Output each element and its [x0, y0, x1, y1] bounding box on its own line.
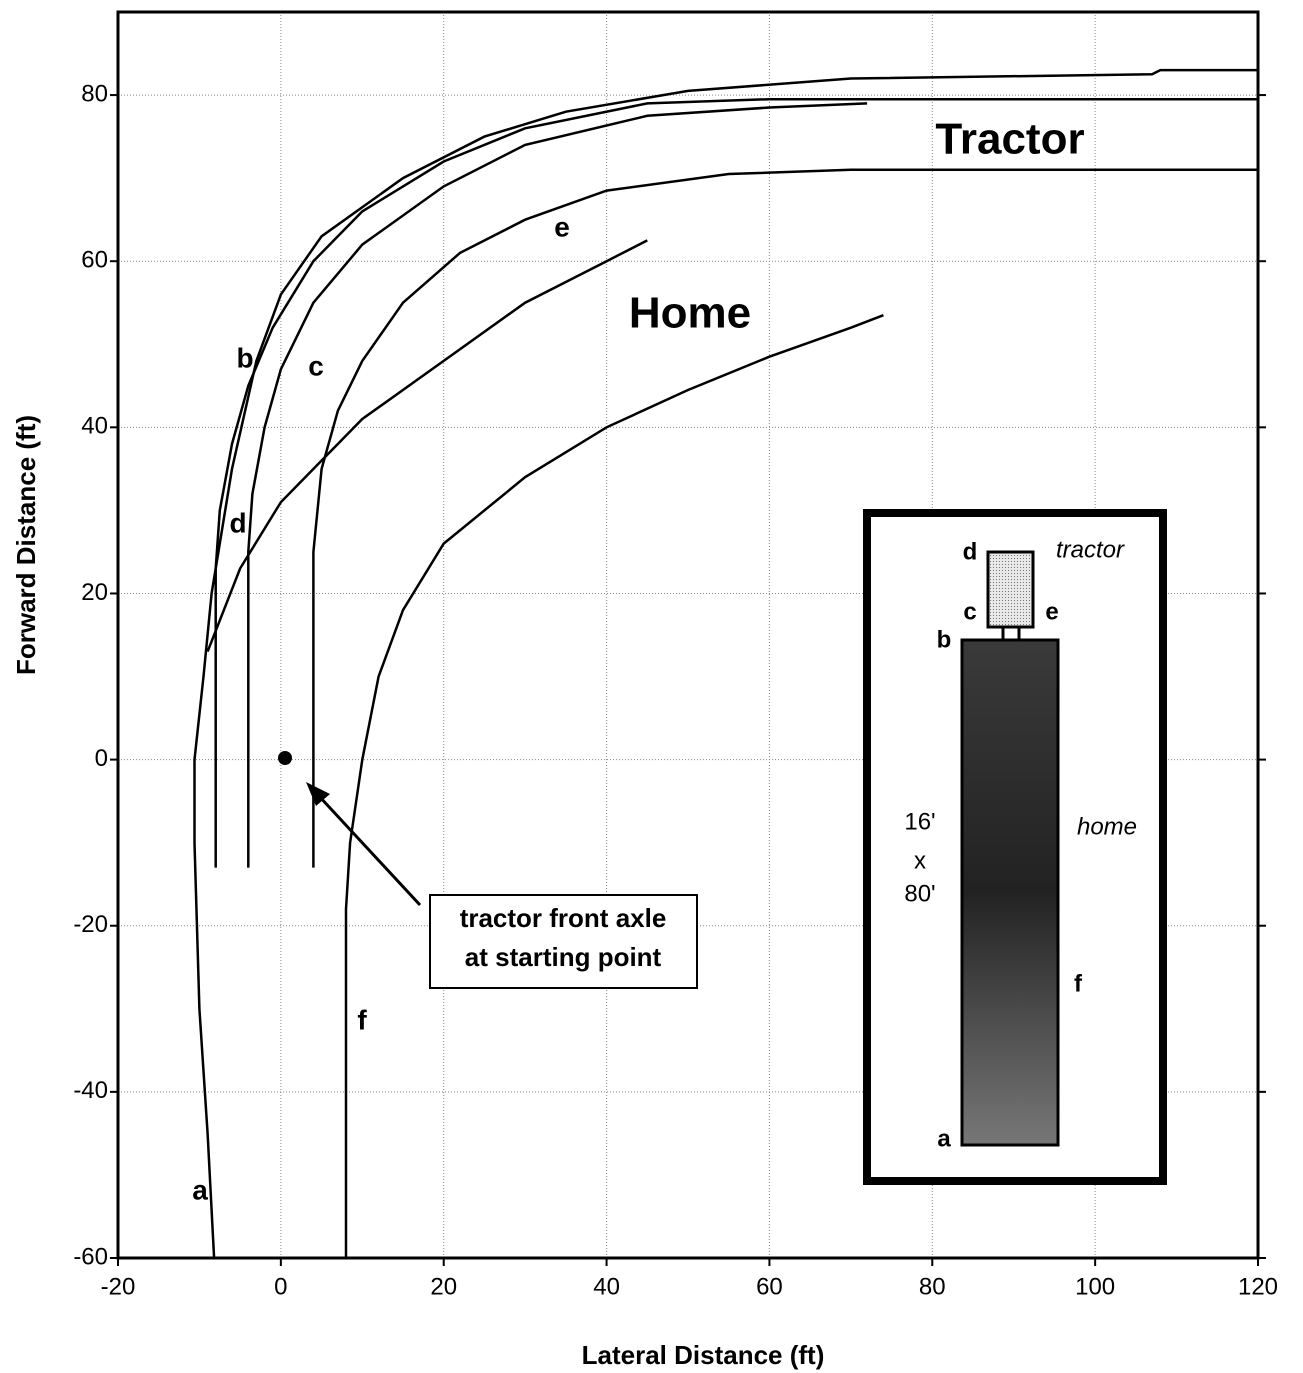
- curve-label: d: [229, 507, 246, 538]
- inset-label: e: [1045, 598, 1058, 625]
- x-tick-label: 100: [1075, 1273, 1115, 1300]
- x-tick-label: 20: [430, 1273, 457, 1300]
- callout: at starting point: [465, 942, 662, 972]
- inset-label: 16': [904, 808, 935, 835]
- curve: [312, 168, 1258, 868]
- curve: [214, 97, 1258, 868]
- inset: d tractor c e b 16' x 80' home f a: [863, 509, 1167, 1185]
- inset-label: 80': [904, 880, 935, 907]
- curve-label: c: [308, 350, 324, 381]
- curve: [193, 68, 1258, 1259]
- inset-label: f: [1074, 970, 1083, 997]
- callout: tractor front axle: [460, 903, 667, 933]
- tractor-shape: [986, 550, 1035, 629]
- callout-box: [429, 894, 698, 989]
- curve: [344, 314, 884, 1258]
- y-tick-label: 60: [81, 247, 108, 274]
- annotation: Tractor: [935, 115, 1084, 164]
- arrow-head: [306, 782, 330, 806]
- curve-label: b: [236, 342, 253, 373]
- x-tick-label: 80: [919, 1273, 946, 1300]
- y-tick-label: -20: [73, 911, 108, 938]
- x-axis-title: Lateral Distance (ft): [582, 1340, 825, 1370]
- y-tick-label: 80: [81, 80, 108, 107]
- inset-label: c: [963, 598, 976, 625]
- x-tick-label: 60: [756, 1273, 783, 1300]
- x-tick-label: 40: [593, 1273, 620, 1300]
- inset-label: home: [1077, 813, 1137, 840]
- inset-label: d: [963, 538, 978, 565]
- hitch: [1001, 625, 1021, 642]
- y-tick-label: -60: [73, 1243, 108, 1270]
- curve-label: a: [192, 1174, 208, 1205]
- x-tick-label: 120: [1238, 1273, 1278, 1300]
- y-tick-label: 40: [81, 413, 108, 440]
- annotation: Home: [629, 289, 751, 338]
- start-point: [278, 751, 292, 765]
- x-tick-label: -20: [101, 1273, 136, 1300]
- home-shape: [960, 638, 1060, 1147]
- x-tick-label: 0: [274, 1273, 287, 1300]
- inset-label: a: [937, 1125, 951, 1152]
- y-tick-label: 20: [81, 579, 108, 606]
- inset-label: x: [914, 847, 926, 874]
- curve: [247, 102, 868, 868]
- arrow: [316, 793, 422, 907]
- curve-label: e: [554, 211, 570, 242]
- curve: [206, 239, 648, 653]
- y-tick-label: 0: [95, 745, 108, 772]
- inset-label: tractor: [1056, 536, 1125, 563]
- y-axis-title: Forward Distance (ft): [11, 415, 41, 675]
- inset-label: b: [937, 626, 952, 653]
- plot-frame: [116, 10, 1260, 1260]
- curve-label: f: [357, 1004, 367, 1035]
- y-tick-label: -40: [73, 1077, 108, 1104]
